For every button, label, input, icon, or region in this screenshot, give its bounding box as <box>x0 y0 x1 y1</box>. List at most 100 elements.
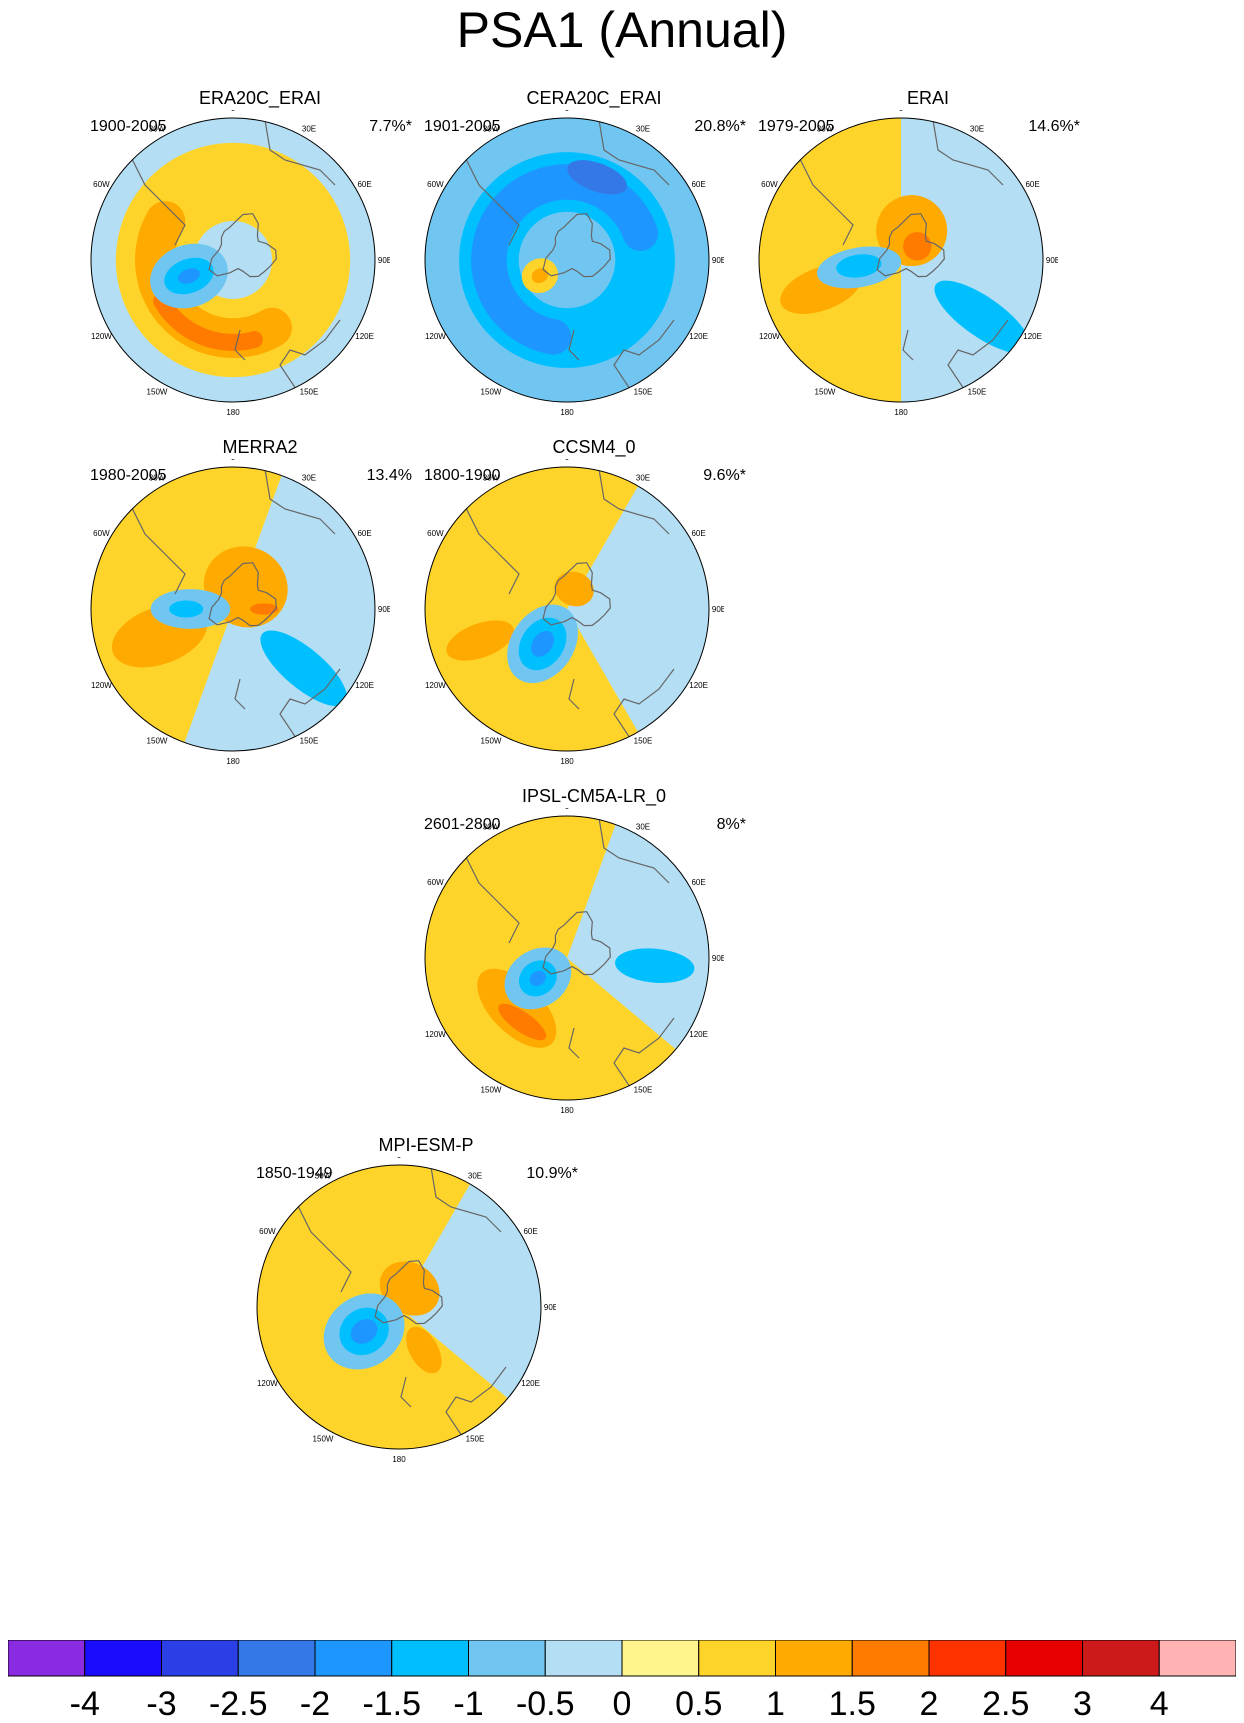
coastline <box>568 678 580 710</box>
contour-region <box>934 280 1031 354</box>
colorbar-tick-label: -3 <box>146 1685 177 1723</box>
longitude-label: 120W <box>425 681 446 690</box>
longitude-label: 120E <box>521 1379 540 1388</box>
contour-region <box>250 603 279 615</box>
colorbar-swatch <box>1005 1640 1083 1677</box>
longitude-label: 60W <box>427 529 444 538</box>
coastline <box>568 1027 580 1059</box>
map-panel: MERRA2 1980-2005 13.4% 0 30E 60E 90E 120E 150E 18… <box>90 437 450 817</box>
longitude-label: 150E <box>968 388 987 397</box>
polar-map: 030E60E90E120E150E180150W120W90W60W30W <box>90 459 390 766</box>
map-panel: CCSM4_0 1800-1900 9.6%* 0 30E 60E 90E 120E 150E 1… <box>424 437 784 817</box>
coastline <box>463 503 520 595</box>
contour-region <box>498 1003 547 1041</box>
map-panel: ERA20C_ERAI 1900-2005 7.7%* 0 30E 60E 90E 120E 1… <box>90 88 450 468</box>
longitude-label: 150E <box>466 1435 485 1444</box>
longitude-label: 150E <box>300 737 319 746</box>
longitude-label: 150W <box>313 1435 334 1444</box>
coastline <box>264 119 336 186</box>
coastline <box>234 329 246 361</box>
longitude-label: 60W <box>93 180 110 189</box>
polar-map: 030E60E90E120E150E180150W120W90W60W30W <box>424 808 724 1115</box>
longitude-label: 30E <box>302 124 316 133</box>
contour-region <box>554 571 594 607</box>
longitude-label: 180 <box>560 408 574 417</box>
antarctica-coastline <box>208 213 277 278</box>
longitude-label: 30E <box>636 124 650 133</box>
map-panel: CERA20C_ERAI 1901-2005 20.8%* 0 30E 60E 90E 120… <box>424 88 784 468</box>
coastline <box>430 1166 502 1233</box>
colorbar-swatch <box>391 1640 469 1677</box>
colorbar-tick-label: -0.5 <box>515 1685 575 1723</box>
panel-years: 1800-1900 <box>424 467 501 484</box>
coastline <box>129 154 186 246</box>
longitude-label: 60E <box>691 878 705 887</box>
colorbar-swatch <box>698 1640 776 1677</box>
panel-years: 1900-2005 <box>90 118 167 135</box>
contour-region <box>406 1326 442 1374</box>
contour-region <box>567 160 627 195</box>
longitude-label: 30W <box>315 1171 332 1180</box>
panel-years: 1850-1949 <box>256 1165 333 1182</box>
coastline <box>598 817 670 884</box>
colorbar-swatch <box>928 1640 1007 1677</box>
contour-region <box>903 232 932 261</box>
longitude-label: 60W <box>427 878 444 887</box>
panel-years: 1980-2005 <box>90 467 167 484</box>
contour-region <box>260 630 347 707</box>
colorbar-tick-label: 2 <box>919 1685 939 1723</box>
longitude-label: 150W <box>481 388 502 397</box>
colorbar-tick-label: 4 <box>1149 1685 1169 1723</box>
longitude-label: 60W <box>259 1227 276 1236</box>
longitude-label: 120W <box>425 1030 446 1039</box>
colorbar-swatch <box>314 1640 393 1677</box>
panel-years: 1979-2005 <box>758 118 835 135</box>
longitude-label: 120E <box>689 681 708 690</box>
colorbar-swatch <box>8 1640 86 1677</box>
longitude-label: 0 <box>231 459 236 462</box>
map-boundary <box>90 117 376 403</box>
colorbar-swatch <box>161 1640 239 1677</box>
panel-title: CCSM4_0 <box>552 437 636 457</box>
longitude-label: 150E <box>634 1086 653 1095</box>
longitude-label: 150E <box>634 388 653 397</box>
coastline <box>797 154 854 246</box>
longitude-label: 30E <box>302 473 316 482</box>
panel-variance-pct: 14.6%* <box>1028 118 1080 135</box>
polar-map: 030E60E90E120E150E180150W120W90W60W30W <box>424 110 724 417</box>
longitude-label: 90E <box>378 605 390 614</box>
longitude-label: 0 <box>565 459 570 462</box>
colorbar-tick-label: 2.5 <box>982 1685 1030 1723</box>
map-boundary <box>424 117 710 403</box>
colorbar-swatch <box>237 1640 316 1677</box>
colorbar <box>8 1640 1236 1677</box>
colorbar-tick-label: 0.5 <box>675 1685 723 1723</box>
polar-map: 030E60E90E120E150E180150W120W90W60W30W <box>424 459 724 766</box>
coastline <box>598 468 670 535</box>
longitude-label: 120W <box>425 332 446 341</box>
panel-variance-pct: 10.9%* <box>526 1165 578 1182</box>
coastline <box>264 468 336 535</box>
panel-variance-pct: 8%* <box>716 816 746 833</box>
longitude-label: 0 <box>899 110 904 113</box>
coastline <box>234 678 246 710</box>
colorbar-tick-label: -2 <box>299 1685 331 1723</box>
longitude-label: 60W <box>93 529 110 538</box>
map-boundary <box>424 466 710 752</box>
contour-region <box>425 467 646 751</box>
contour-region <box>169 600 204 618</box>
colorbar-tick-label: 1 <box>766 1685 785 1723</box>
panel-variance-pct: 7.7%* <box>369 118 412 135</box>
longitude-label: 90E <box>1046 256 1058 265</box>
longitude-label: 60E <box>523 1227 537 1236</box>
longitude-label: 30W <box>483 473 500 482</box>
colorbar-tick-label: -4 <box>69 1685 100 1723</box>
longitude-label: 30W <box>483 822 500 831</box>
longitude-label: 60E <box>1025 180 1039 189</box>
coastline <box>598 119 670 186</box>
contour-region <box>531 630 555 657</box>
colorbar-tick-label: 0 <box>612 1685 632 1723</box>
longitude-label: 150W <box>481 1086 502 1095</box>
colorbar-tick-label: -1.5 <box>362 1685 422 1723</box>
